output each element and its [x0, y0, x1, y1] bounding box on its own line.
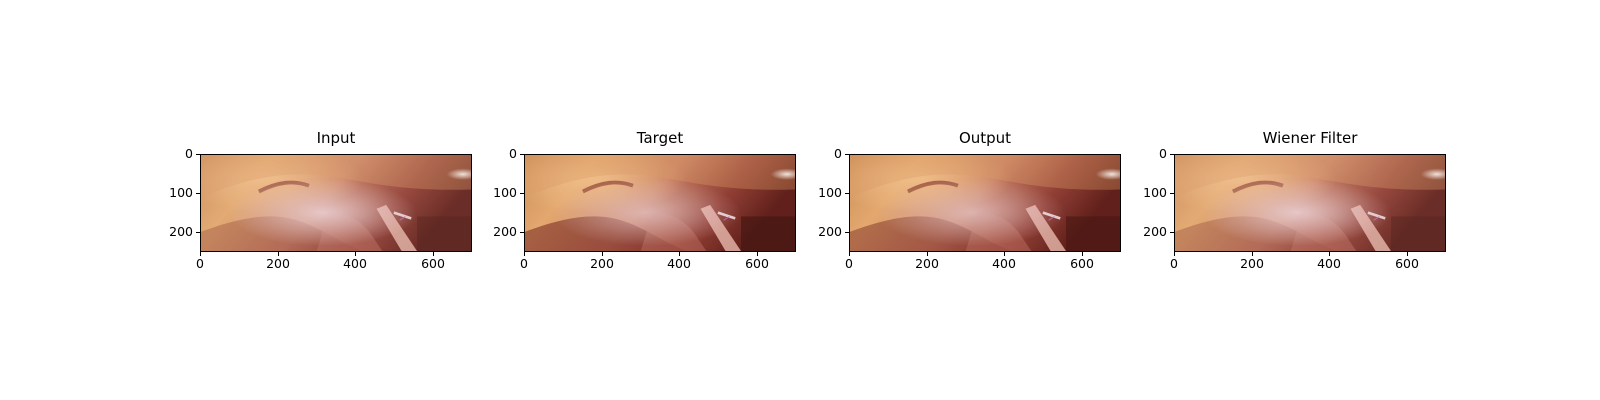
y-tick-mark — [520, 154, 524, 155]
y-tick-label: 100 — [1143, 185, 1167, 200]
x-tick-label: 600 — [421, 256, 445, 271]
y-tick-label: 0 — [834, 146, 842, 161]
y-tick-mark — [520, 232, 524, 233]
x-tick-mark — [602, 252, 603, 256]
x-tick-mark — [757, 252, 758, 256]
image-axes — [849, 154, 1121, 252]
x-tick-label: 200 — [915, 256, 939, 271]
surgical-image — [525, 155, 795, 251]
x-tick-label: 200 — [1240, 256, 1264, 271]
x-tick-mark — [355, 252, 356, 256]
y-tick-mark — [520, 193, 524, 194]
surgical-image — [201, 155, 471, 251]
x-tick-mark — [524, 252, 525, 256]
x-tick-mark — [278, 252, 279, 256]
x-tick-mark — [927, 252, 928, 256]
y-tick-mark — [196, 232, 200, 233]
x-tick-mark — [679, 252, 680, 256]
image-axes — [524, 154, 796, 252]
y-tick-label: 100 — [493, 185, 517, 200]
x-tick-label: 600 — [745, 256, 769, 271]
x-tick-mark — [1004, 252, 1005, 256]
x-tick-label: 0 — [520, 256, 528, 271]
y-tick-mark — [845, 232, 849, 233]
x-tick-label: 600 — [1070, 256, 1094, 271]
image-axes — [200, 154, 472, 252]
panel-input: Input 0 100 200 0 200 400 600 — [169, 0, 500, 400]
x-tick-mark — [849, 252, 850, 256]
panel-output: Output 0 100 200 0 200 400 600 — [818, 0, 1149, 400]
panel-wiener: Wiener Filter 0 100 200 0 200 400 600 — [1143, 0, 1474, 400]
image-axes — [1174, 154, 1446, 252]
y-tick-label: 100 — [169, 185, 193, 200]
surgical-image — [1175, 155, 1445, 251]
panel-title: Target — [636, 129, 684, 147]
y-tick-label: 200 — [818, 224, 842, 239]
panel-target: Target 0 100 200 0 200 400 600 — [493, 0, 824, 400]
x-tick-label: 0 — [196, 256, 204, 271]
y-tick-mark — [1170, 193, 1174, 194]
x-tick-mark — [433, 252, 434, 256]
x-tick-mark — [1407, 252, 1408, 256]
y-tick-label: 0 — [185, 146, 193, 161]
y-tick-label: 200 — [1143, 224, 1167, 239]
x-tick-label: 200 — [266, 256, 290, 271]
y-tick-label: 200 — [493, 224, 517, 239]
y-tick-mark — [845, 154, 849, 155]
x-tick-mark — [1252, 252, 1253, 256]
y-tick-mark — [845, 193, 849, 194]
panel-title: Input — [316, 129, 356, 147]
x-tick-label: 0 — [845, 256, 853, 271]
panel-title: Output — [958, 129, 1012, 147]
x-tick-label: 400 — [667, 256, 691, 271]
y-tick-label: 100 — [818, 185, 842, 200]
y-tick-mark — [1170, 154, 1174, 155]
y-tick-label: 200 — [169, 224, 193, 239]
x-tick-mark — [200, 252, 201, 256]
panel-title: Wiener Filter — [1262, 129, 1358, 147]
x-tick-mark — [1329, 252, 1330, 256]
y-tick-mark — [1170, 232, 1174, 233]
x-tick-label: 400 — [343, 256, 367, 271]
x-tick-label: 600 — [1395, 256, 1419, 271]
x-tick-mark — [1174, 252, 1175, 256]
y-tick-label: 0 — [1159, 146, 1167, 161]
x-tick-mark — [1082, 252, 1083, 256]
y-tick-label: 0 — [509, 146, 517, 161]
surgical-image — [850, 155, 1120, 251]
y-tick-mark — [196, 193, 200, 194]
x-tick-label: 400 — [1317, 256, 1341, 271]
x-tick-label: 200 — [590, 256, 614, 271]
x-tick-label: 0 — [1170, 256, 1178, 271]
x-tick-label: 400 — [992, 256, 1016, 271]
y-tick-mark — [196, 154, 200, 155]
